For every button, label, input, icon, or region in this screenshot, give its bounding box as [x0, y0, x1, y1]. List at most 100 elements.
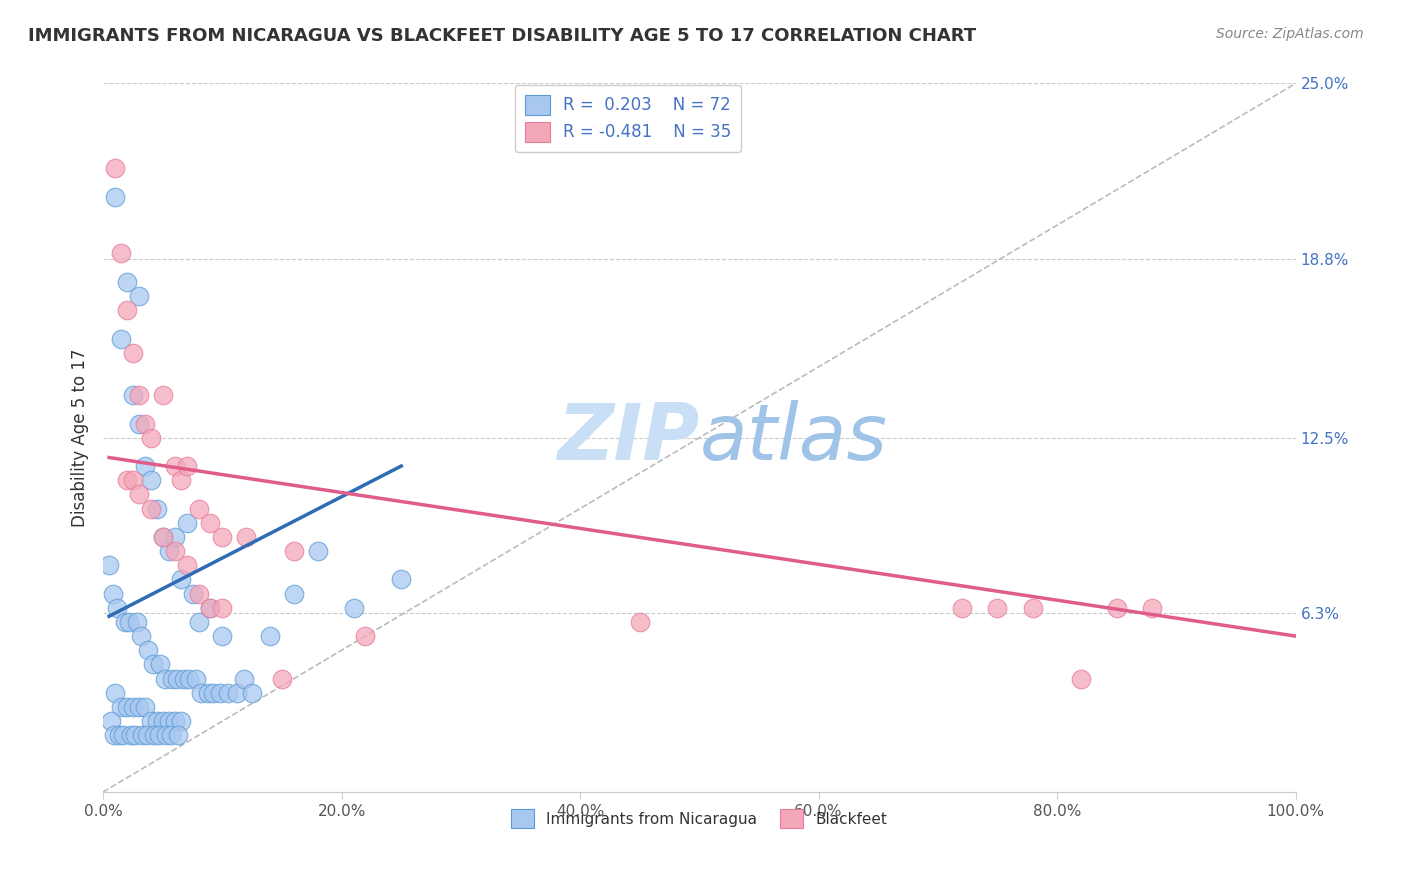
Point: [177, 672, 200, 686]
Point: [211, 530, 233, 544]
Point: [283, 586, 305, 600]
Point: [112, 728, 135, 742]
Point: [122, 388, 145, 402]
Point: [152, 714, 174, 728]
Point: [217, 686, 239, 700]
Point: [200, 600, 222, 615]
Point: [163, 714, 186, 728]
Point: [152, 530, 174, 544]
Point: [200, 516, 222, 530]
Point: [148, 728, 170, 742]
Point: [107, 728, 129, 742]
Point: [197, 686, 219, 700]
Point: [152, 388, 174, 402]
Point: [1022, 600, 1045, 615]
Point: [181, 586, 204, 600]
Point: [124, 728, 146, 742]
Point: [342, 600, 364, 615]
Point: [122, 473, 145, 487]
Point: [100, 714, 122, 728]
Point: [134, 700, 156, 714]
Point: [200, 600, 222, 615]
Point: [235, 530, 257, 544]
Point: [208, 686, 231, 700]
Point: [138, 643, 160, 657]
Point: [176, 516, 198, 530]
Point: [104, 161, 127, 176]
Point: [128, 388, 150, 402]
Point: [354, 629, 377, 643]
Point: [128, 487, 150, 501]
Point: [240, 686, 263, 700]
Point: [134, 458, 156, 473]
Point: [128, 417, 150, 431]
Point: [169, 714, 191, 728]
Point: [157, 544, 180, 558]
Point: [129, 629, 152, 643]
Point: [1070, 672, 1092, 686]
Point: [232, 672, 254, 686]
Point: [163, 544, 186, 558]
Point: [157, 714, 180, 728]
Point: [115, 700, 138, 714]
Point: [259, 629, 281, 643]
Point: [107, 600, 129, 615]
Text: Source: ZipAtlas.com: Source: ZipAtlas.com: [1216, 27, 1364, 41]
Point: [128, 700, 150, 714]
Point: [114, 615, 136, 629]
Point: [122, 700, 145, 714]
Point: [101, 586, 124, 600]
Point: [628, 615, 651, 629]
Point: [110, 246, 132, 260]
Point: [134, 417, 156, 431]
Point: [139, 473, 162, 487]
Point: [1105, 600, 1128, 615]
Text: IMMIGRANTS FROM NICARAGUA VS BLACKFEET DISABILITY AGE 5 TO 17 CORRELATION CHART: IMMIGRANTS FROM NICARAGUA VS BLACKFEET D…: [28, 27, 976, 45]
Point: [98, 558, 121, 573]
Point: [139, 714, 162, 728]
Point: [283, 544, 305, 558]
Point: [160, 728, 183, 742]
Point: [110, 331, 132, 345]
Point: [190, 686, 212, 700]
Point: [122, 345, 145, 359]
Point: [169, 473, 191, 487]
Point: [128, 289, 150, 303]
Point: [115, 473, 138, 487]
Text: atlas: atlas: [699, 400, 887, 475]
Point: [950, 600, 973, 615]
Point: [211, 629, 233, 643]
Point: [120, 728, 142, 742]
Point: [143, 728, 166, 742]
Point: [271, 672, 294, 686]
Point: [176, 458, 198, 473]
Point: [162, 672, 184, 686]
Point: [152, 530, 174, 544]
Point: [163, 530, 186, 544]
Point: [139, 431, 162, 445]
Point: [307, 544, 329, 558]
Point: [155, 728, 177, 742]
Point: [986, 600, 1008, 615]
Text: ZIP: ZIP: [557, 400, 699, 475]
Point: [103, 728, 125, 742]
Point: [139, 501, 162, 516]
Point: [125, 615, 148, 629]
Point: [115, 275, 138, 289]
Point: [166, 672, 188, 686]
Point: [201, 686, 224, 700]
Y-axis label: Disability Age 5 to 17: Disability Age 5 to 17: [72, 349, 89, 527]
Point: [187, 586, 209, 600]
Point: [187, 615, 209, 629]
Point: [186, 672, 208, 686]
Point: [389, 573, 412, 587]
Point: [146, 501, 169, 516]
Point: [187, 501, 209, 516]
Point: [225, 686, 247, 700]
Point: [149, 657, 172, 672]
Legend: Immigrants from Nicaragua, Blackfeet: Immigrants from Nicaragua, Blackfeet: [505, 803, 893, 834]
Point: [146, 714, 169, 728]
Point: [142, 657, 165, 672]
Point: [131, 728, 153, 742]
Point: [1142, 600, 1164, 615]
